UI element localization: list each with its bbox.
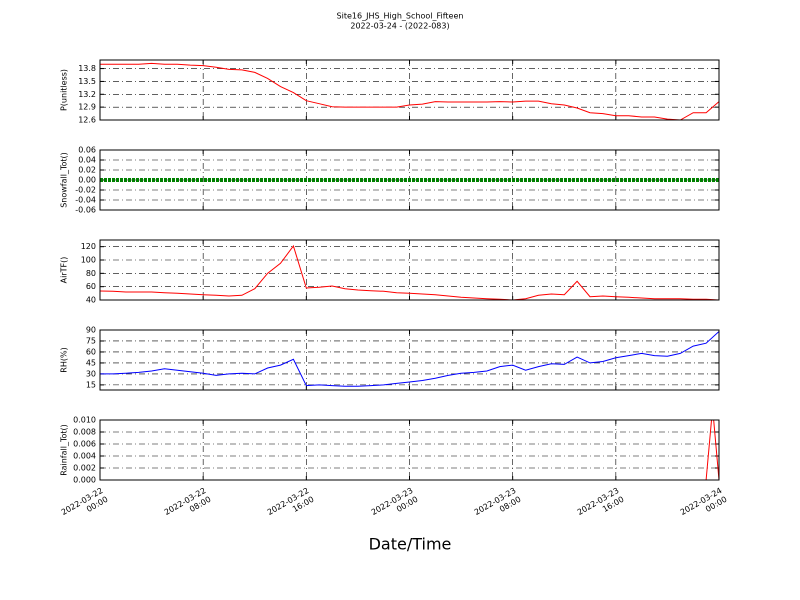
figure-title: Site16_JHS_High_School_Fifteen bbox=[337, 12, 464, 21]
y-tick-label: 12.9 bbox=[78, 103, 96, 112]
x-axis-label: Date/Time bbox=[369, 535, 452, 554]
y-tick-label: 0.06 bbox=[78, 146, 96, 155]
y-tick-label: 13.8 bbox=[78, 64, 96, 73]
y-tick-label: 0.000 bbox=[73, 476, 96, 485]
y-tick-label: 40 bbox=[86, 296, 96, 305]
y-tick-label: 100 bbox=[81, 256, 96, 265]
y-tick-label: 30 bbox=[86, 369, 96, 378]
plot-frame bbox=[99, 419, 720, 481]
y-tick-label: 0.002 bbox=[73, 464, 96, 473]
y-tick-label: 60 bbox=[86, 282, 96, 291]
y-tick-label: 15 bbox=[86, 380, 96, 389]
y-tick-label: -0.02 bbox=[75, 186, 96, 195]
y-tick-label: 80 bbox=[86, 269, 96, 278]
plot-area bbox=[100, 244, 719, 300]
y-tick-label: -0.04 bbox=[75, 196, 96, 205]
plot-area bbox=[100, 331, 719, 387]
plot-frame bbox=[99, 149, 720, 211]
y-tick-label: 0.008 bbox=[73, 428, 96, 437]
y-axis-label: Snowfall_Tot() bbox=[60, 152, 69, 208]
plot-frame bbox=[99, 329, 720, 391]
plot-area bbox=[100, 420, 719, 480]
y-tick-label: 45 bbox=[86, 358, 96, 367]
data-line bbox=[100, 331, 719, 387]
plot-frame bbox=[99, 239, 720, 301]
y-tick-label: 0.02 bbox=[78, 166, 96, 175]
plot-area bbox=[100, 62, 719, 120]
y-tick-label: 0.004 bbox=[73, 452, 96, 461]
y-tick-label: 12.6 bbox=[78, 116, 96, 125]
y-tick-label: 90 bbox=[86, 326, 96, 335]
y-tick-label: 0.010 bbox=[73, 416, 96, 425]
data-line bbox=[100, 244, 719, 300]
y-tick-label: 60 bbox=[86, 347, 96, 356]
y-tick-label: 0.00 bbox=[78, 176, 96, 185]
y-tick-label: 13.5 bbox=[78, 77, 96, 86]
plot-frame bbox=[99, 59, 720, 121]
y-axis-label: P(unitless) bbox=[60, 69, 69, 111]
y-axis-label: RH(%) bbox=[60, 347, 69, 372]
y-tick-label: 13.2 bbox=[78, 90, 96, 99]
data-line bbox=[100, 62, 719, 120]
y-tick-label: 75 bbox=[86, 336, 96, 345]
y-axis-label: AirTF() bbox=[60, 257, 69, 284]
figure-subtitle: 2022-03-24 - (2022-083) bbox=[350, 22, 449, 31]
y-tick-label: -0.06 bbox=[75, 206, 96, 215]
y-tick-label: 0.006 bbox=[73, 440, 96, 449]
data-line bbox=[100, 420, 719, 480]
y-tick-label: 0.04 bbox=[78, 156, 96, 165]
y-axis-label: Rainfall_Tot() bbox=[60, 424, 69, 476]
y-tick-label: 120 bbox=[81, 242, 96, 251]
